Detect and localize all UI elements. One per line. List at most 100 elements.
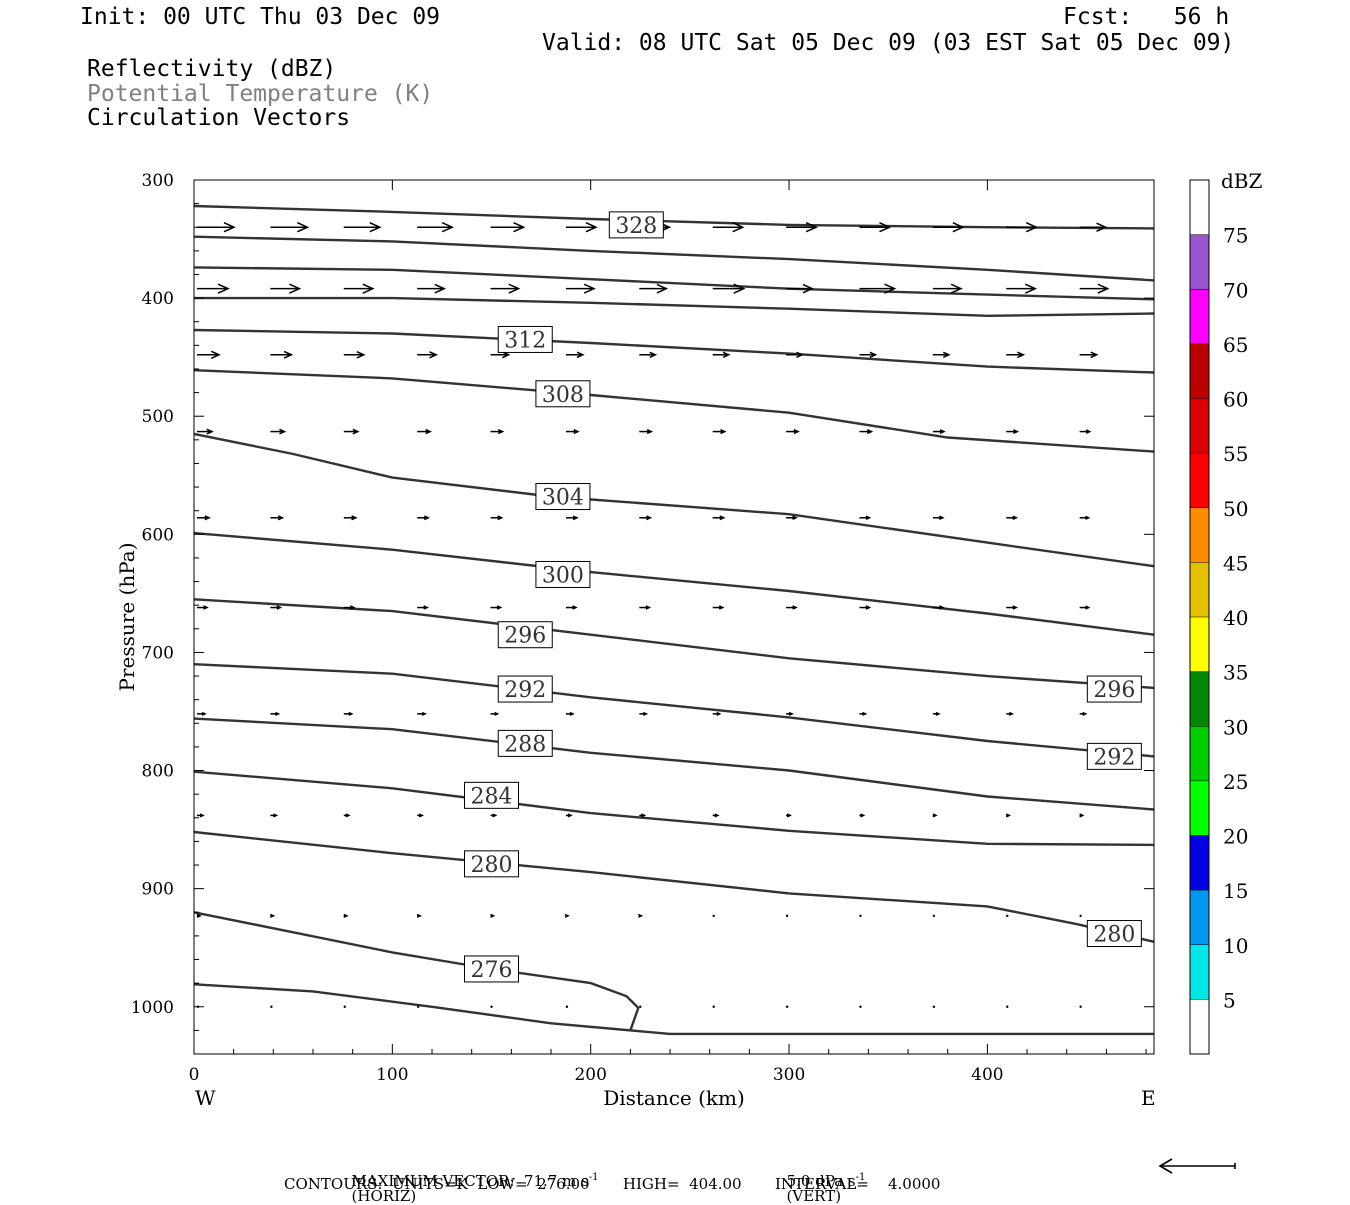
vector-head xyxy=(788,711,794,716)
contour-label: 280 xyxy=(1086,920,1142,948)
vector-head xyxy=(279,428,287,435)
y-tick-label: 1000 xyxy=(131,998,174,1018)
contour-label-text: 328 xyxy=(615,214,657,239)
vector-head xyxy=(796,351,804,359)
vector-head xyxy=(1085,605,1091,610)
contour-label: 296 xyxy=(497,621,553,649)
east-label: E xyxy=(1141,1086,1156,1110)
circulation-vector xyxy=(786,351,804,359)
circulation-vector xyxy=(270,222,310,233)
circulation-vector xyxy=(565,1005,569,1008)
contour-label-text: 280 xyxy=(1093,923,1135,948)
circulation-vector xyxy=(565,222,598,233)
vector-head xyxy=(733,283,746,294)
circulation-vector xyxy=(490,428,505,435)
contour-label-box xyxy=(497,675,553,703)
circulation-vector xyxy=(712,914,715,918)
circulation-vector xyxy=(343,350,366,359)
colorbar-segment xyxy=(1190,453,1209,508)
circulation-vector xyxy=(1006,429,1020,434)
circulation-vector xyxy=(639,711,649,716)
vector-head xyxy=(203,605,209,610)
circulation-vector xyxy=(1006,605,1019,610)
vector-head xyxy=(646,515,653,521)
vector-head xyxy=(508,283,521,294)
vector-head xyxy=(646,428,654,435)
contour-label: 288 xyxy=(497,729,553,757)
circulation-vector xyxy=(932,1005,936,1008)
colorbar-segment xyxy=(1190,562,1209,617)
forecast-hour: Fcst: 56 h xyxy=(1063,4,1230,30)
circulation-vector xyxy=(490,515,504,521)
contour-label-text: 280 xyxy=(471,853,513,878)
vector-head xyxy=(496,605,503,610)
circulation-vector xyxy=(1079,283,1110,294)
colorbar-title: dBZ xyxy=(1221,169,1263,193)
vector-head xyxy=(1025,222,1039,233)
colorbar-level-label: 55 xyxy=(1223,442,1248,466)
circulation-vector xyxy=(417,515,430,521)
circulation-vector xyxy=(785,914,789,918)
circulation-vector xyxy=(1079,222,1108,233)
contour-label-text: 284 xyxy=(471,784,513,809)
circulation-vector xyxy=(859,515,872,521)
circulation-vector xyxy=(786,605,798,610)
circulation-vector xyxy=(712,515,726,521)
contour-label: 308 xyxy=(535,380,591,408)
vector-head xyxy=(865,605,872,610)
y-tick-label: 500 xyxy=(142,407,174,427)
circulation-vector xyxy=(343,913,349,918)
vector-head xyxy=(572,605,578,610)
vector-dot xyxy=(1006,914,1009,918)
circulation-vector xyxy=(270,605,283,610)
vector-head xyxy=(1097,283,1110,294)
vector-head xyxy=(641,813,647,818)
circulation-vector xyxy=(270,350,294,359)
circulation-vector xyxy=(490,711,500,716)
vector-dot xyxy=(1079,914,1082,918)
init-time: Init: 00 UTC Thu 03 Dec 09 xyxy=(80,4,441,30)
colorbar-level-label: 35 xyxy=(1223,661,1248,685)
circulation-vector xyxy=(197,283,230,294)
colorbar-level-label: 65 xyxy=(1223,333,1248,357)
x-axis-title: Distance (km) xyxy=(603,1086,745,1110)
vector-head xyxy=(862,711,868,716)
plot-frame xyxy=(193,179,1155,1055)
circulation-vector xyxy=(1079,605,1091,610)
vector-head xyxy=(1013,429,1020,434)
vector-head xyxy=(349,605,356,610)
vector-head xyxy=(866,428,874,435)
circulation-vector xyxy=(270,428,287,435)
circulation-vector xyxy=(932,429,946,434)
circulation-vector xyxy=(932,283,963,294)
circulation-vector xyxy=(343,283,375,294)
vector-head xyxy=(716,711,722,716)
contour-label-box xyxy=(535,560,591,588)
vector-head xyxy=(416,913,422,918)
circulation-vector xyxy=(859,283,897,294)
contour-label-box xyxy=(1086,742,1142,770)
circulation-vector xyxy=(417,351,438,359)
vector-head xyxy=(879,222,892,233)
vector-head xyxy=(1012,605,1019,610)
circulation-vector xyxy=(712,813,720,818)
vector-head xyxy=(656,283,669,294)
colorbar-segment xyxy=(1190,289,1209,344)
circulation-vector xyxy=(932,813,938,818)
contour-label-text: 292 xyxy=(504,678,546,703)
field-circulation-vectors: Circulation Vectors xyxy=(87,105,351,131)
colorbar-segment xyxy=(1190,944,1209,1000)
contour-label: 300 xyxy=(535,560,591,588)
contour-label: 296 xyxy=(1086,675,1142,703)
circulation-vector xyxy=(343,222,382,233)
max-vector-horiz: MAXIMUM VECTOR: 71.7 m s xyxy=(351,1172,589,1190)
circulation-vector xyxy=(490,605,503,610)
vector-head xyxy=(356,350,366,359)
y-tick-label: 800 xyxy=(142,762,174,782)
vector-dot xyxy=(859,1005,862,1008)
circulation-vector xyxy=(932,605,945,610)
circulation-vector xyxy=(932,914,936,918)
contour-label: 312 xyxy=(497,325,553,353)
contour-label-text: 300 xyxy=(542,563,584,588)
vector-head xyxy=(429,351,438,359)
